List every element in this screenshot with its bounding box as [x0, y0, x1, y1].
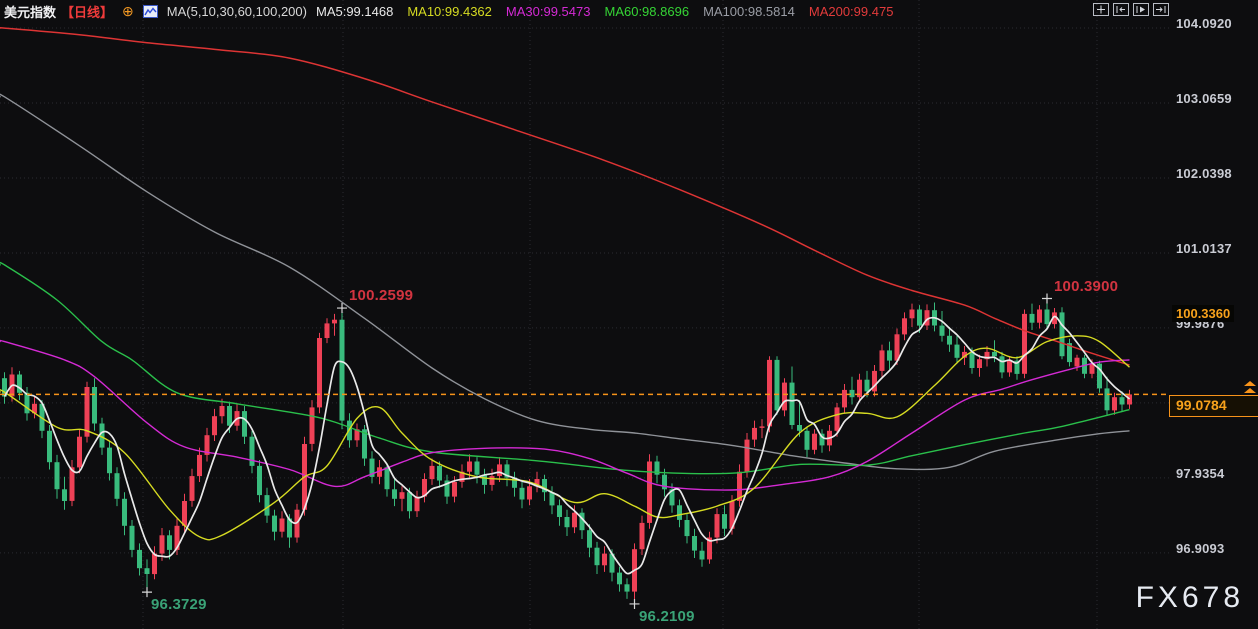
ma-line-ma200 [0, 26, 1130, 366]
ma-legend-ma5: MA5:99.1468 [315, 3, 394, 19]
ma-line-ma100 [0, 93, 1130, 471]
candles-layer [2, 298, 1132, 604]
price-up-arrows-icon [1244, 381, 1256, 393]
extreme-markers [142, 293, 1052, 609]
ma-settings-label[interactable]: MA(5,10,30,60,100,200) [166, 3, 307, 19]
timeframe-label: 【日线】 [61, 4, 114, 20]
pane-play-icon[interactable] [1133, 3, 1149, 16]
annotation-96.2109: 96.2109 [639, 608, 695, 625]
annotation-100.2599: 100.2599 [349, 287, 414, 304]
ma-lines-layer [0, 26, 1131, 575]
ma-line-ma10 [0, 335, 1130, 541]
annotation-100.3900: 100.3900 [1054, 278, 1119, 295]
axis-tick-label: 97.9354 [1176, 466, 1225, 481]
chart-header: 美元指数 【日线】 ⊕ MA(5,10,30,60,100,200) MA5:99… [4, 2, 907, 20]
instrument-title: 美元指数 [4, 4, 57, 20]
axis-tick-label: 104.0920 [1176, 16, 1232, 31]
ma-legend-ma60: MA60:98.8696 [604, 3, 690, 19]
exit-right-icon[interactable] [1153, 3, 1169, 16]
crosshair-move-icon[interactable] [1093, 3, 1109, 16]
watermark: FX678 [1135, 581, 1244, 614]
ma-line-ma5 [3, 315, 1131, 575]
pane-prev-icon[interactable] [1113, 3, 1129, 16]
chart-type-icon[interactable] [142, 4, 158, 18]
ma-legend-ma10: MA10:99.4362 [407, 3, 492, 19]
ma-legend-ma30: MA30:99.5473 [505, 3, 591, 19]
axis-tick-label: 102.0398 [1176, 166, 1232, 181]
ma-line-ma30 [0, 339, 1130, 491]
add-overlay-icon[interactable]: ⊕ [122, 2, 134, 19]
ma-line-ma60 [0, 261, 1130, 475]
axis-tick-label: 101.0137 [1176, 241, 1232, 256]
ma-legend-ma100: MA100:98.5814 [703, 3, 795, 19]
chart-toolbar [1093, 3, 1169, 16]
ma-legend-ma200: MA200:99.475 [808, 3, 894, 19]
current-price-badge: 99.0784 [1169, 395, 1258, 417]
high-price-marker: 100.3360 [1172, 305, 1235, 322]
annotation-96.3729: 96.3729 [151, 596, 207, 613]
ma-legend: MA5:99.1468 MA10:99.4362 MA30:99.5473 MA60:… [316, 4, 907, 19]
axis-tick-label: 96.9093 [1176, 541, 1225, 556]
axis-tick-label: 103.0659 [1176, 91, 1232, 106]
